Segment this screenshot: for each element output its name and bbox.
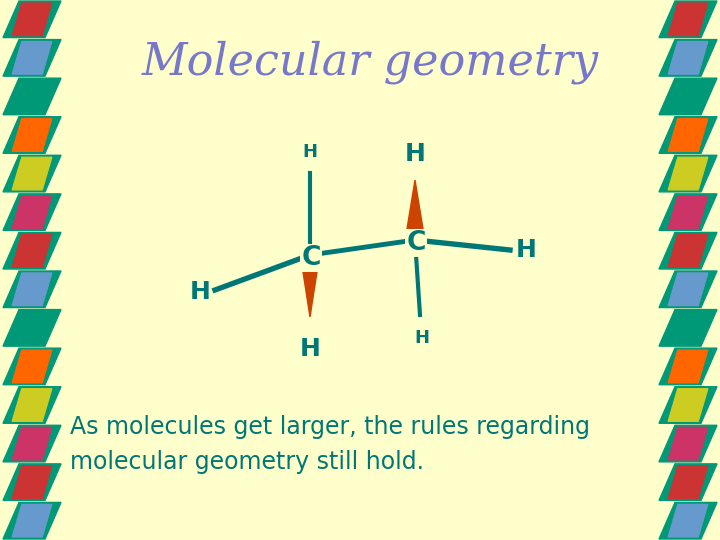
Polygon shape <box>3 426 61 462</box>
Polygon shape <box>659 464 717 501</box>
Polygon shape <box>12 157 52 190</box>
Polygon shape <box>406 180 424 235</box>
Text: C: C <box>406 230 426 256</box>
Polygon shape <box>12 42 52 74</box>
Polygon shape <box>3 232 61 269</box>
Polygon shape <box>12 80 52 113</box>
Polygon shape <box>3 387 61 423</box>
Polygon shape <box>12 350 52 383</box>
Polygon shape <box>668 350 708 383</box>
Polygon shape <box>659 426 717 462</box>
Polygon shape <box>659 39 717 76</box>
Polygon shape <box>659 387 717 423</box>
Polygon shape <box>659 78 717 114</box>
Polygon shape <box>668 234 708 267</box>
Polygon shape <box>659 1 717 38</box>
Polygon shape <box>3 39 61 76</box>
Polygon shape <box>668 504 708 537</box>
Text: H: H <box>405 142 426 166</box>
Polygon shape <box>659 348 717 384</box>
Polygon shape <box>3 1 61 38</box>
Polygon shape <box>12 273 52 306</box>
Polygon shape <box>3 502 61 539</box>
Polygon shape <box>3 309 61 346</box>
Polygon shape <box>659 502 717 539</box>
Polygon shape <box>668 427 708 460</box>
Polygon shape <box>659 156 717 192</box>
Polygon shape <box>3 194 61 231</box>
Text: As molecules get larger, the rules regarding
molecular geometry still hold.: As molecules get larger, the rules regar… <box>70 415 590 475</box>
Text: H: H <box>300 337 320 361</box>
Polygon shape <box>3 78 61 114</box>
Polygon shape <box>668 42 708 74</box>
Polygon shape <box>668 3 708 36</box>
Polygon shape <box>659 232 717 269</box>
Polygon shape <box>659 309 717 346</box>
Polygon shape <box>3 156 61 192</box>
Polygon shape <box>3 464 61 501</box>
Polygon shape <box>12 234 52 267</box>
Polygon shape <box>659 271 717 308</box>
Polygon shape <box>12 504 52 537</box>
Polygon shape <box>659 117 717 153</box>
Polygon shape <box>668 312 708 344</box>
Polygon shape <box>668 273 708 306</box>
Polygon shape <box>668 389 708 421</box>
Text: H: H <box>516 238 536 262</box>
Polygon shape <box>668 119 708 151</box>
Polygon shape <box>12 466 52 498</box>
Polygon shape <box>659 194 717 231</box>
Polygon shape <box>12 3 52 36</box>
Text: H: H <box>189 280 210 304</box>
Polygon shape <box>3 117 61 153</box>
Polygon shape <box>3 271 61 308</box>
Polygon shape <box>12 427 52 460</box>
Polygon shape <box>668 196 708 228</box>
Polygon shape <box>3 348 61 384</box>
Text: C: C <box>301 245 320 271</box>
Text: H: H <box>415 329 430 347</box>
Polygon shape <box>301 259 319 317</box>
Polygon shape <box>668 466 708 498</box>
Text: Molecular geometry: Molecular geometry <box>141 40 598 84</box>
Text: H: H <box>302 143 318 161</box>
Polygon shape <box>12 312 52 344</box>
Polygon shape <box>12 119 52 151</box>
Polygon shape <box>12 196 52 228</box>
Polygon shape <box>668 157 708 190</box>
Polygon shape <box>12 389 52 421</box>
Polygon shape <box>668 80 708 113</box>
